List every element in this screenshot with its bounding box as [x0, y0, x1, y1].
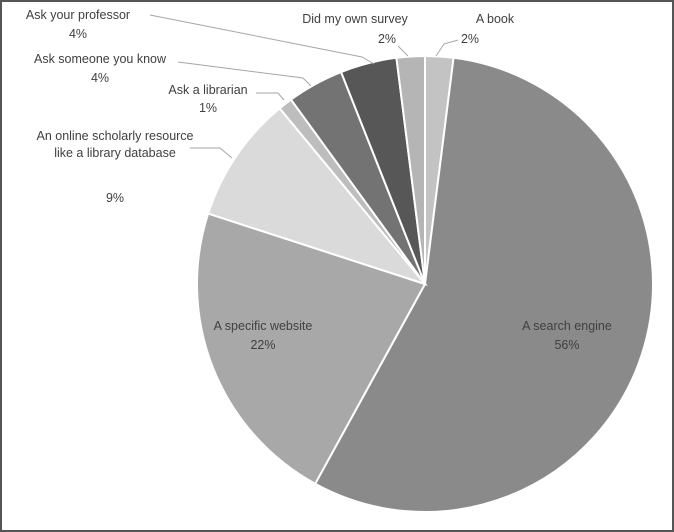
- slice-value-label: 4%: [90, 71, 110, 85]
- pie-slice: [395, 54, 426, 285]
- leader-line: [435, 39, 459, 57]
- slice-label: An online scholarly resource like a libr…: [36, 129, 194, 160]
- slice-value-label: 56%: [554, 338, 580, 352]
- slice-label: A search engine: [522, 319, 612, 333]
- leader-line: [149, 14, 375, 65]
- slice-label: A specific website: [213, 319, 313, 333]
- leader-line: [177, 61, 312, 87]
- slice-label: Ask a librarian: [168, 83, 248, 97]
- slice-value-label: 4%: [68, 27, 88, 41]
- slice-value-label: 2%: [460, 32, 480, 46]
- pie-slice: [206, 106, 428, 287]
- slice-value-label: 22%: [250, 338, 276, 352]
- leader-line: [190, 147, 233, 159]
- slice-label: Did my own survey: [302, 12, 408, 26]
- pie-slice: [196, 212, 427, 486]
- slice-value-label: 2%: [377, 32, 397, 46]
- leader-line: [397, 45, 409, 57]
- slice-label: Ask someone you know: [33, 52, 167, 66]
- leader-lines: [149, 14, 459, 159]
- leader-line: [256, 92, 285, 101]
- pie-slice: [313, 56, 654, 513]
- slice-label: A book: [475, 12, 515, 26]
- slice-value-label: 1%: [198, 101, 218, 115]
- slice-value-label: 9%: [105, 191, 125, 205]
- slice-label: Ask your professor: [25, 8, 131, 22]
